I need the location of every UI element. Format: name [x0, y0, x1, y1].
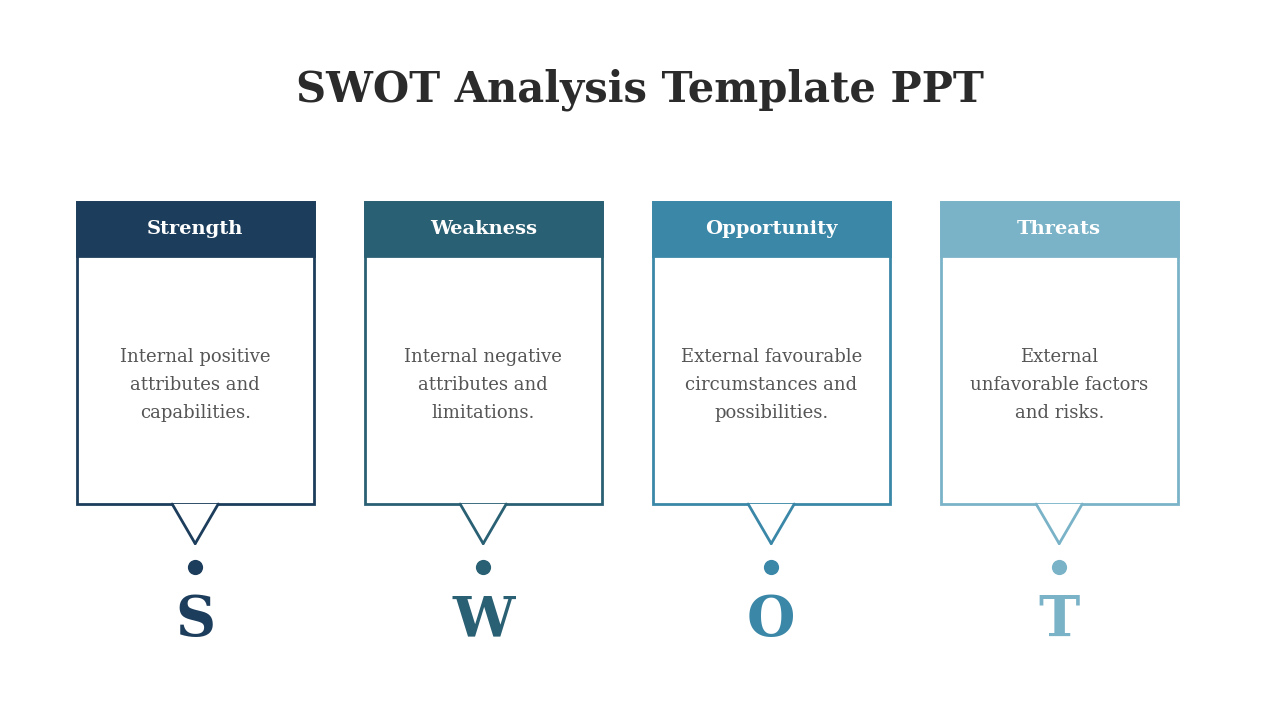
- Polygon shape: [173, 504, 218, 544]
- Point: [760, 561, 781, 572]
- Text: Opportunity: Opportunity: [705, 220, 837, 238]
- FancyBboxPatch shape: [941, 202, 1178, 256]
- Point: [472, 561, 493, 572]
- Text: Internal negative
attributes and
limitations.: Internal negative attributes and limitat…: [404, 348, 562, 422]
- FancyBboxPatch shape: [653, 202, 890, 504]
- Text: Threats: Threats: [1018, 220, 1101, 238]
- Text: External favourable
circumstances and
possibilities.: External favourable circumstances and po…: [681, 348, 861, 422]
- FancyBboxPatch shape: [365, 202, 602, 504]
- Polygon shape: [1037, 504, 1083, 544]
- Point: [1050, 561, 1070, 572]
- FancyBboxPatch shape: [77, 202, 314, 256]
- Text: S: S: [175, 593, 215, 648]
- FancyBboxPatch shape: [365, 202, 602, 256]
- FancyBboxPatch shape: [941, 202, 1178, 504]
- Polygon shape: [460, 504, 506, 544]
- Text: SWOT Analysis Template PPT: SWOT Analysis Template PPT: [296, 68, 984, 112]
- Text: External
unfavorable factors
and risks.: External unfavorable factors and risks.: [970, 348, 1148, 422]
- Point: [184, 561, 205, 572]
- Text: Internal positive
attributes and
capabilities.: Internal positive attributes and capabil…: [120, 348, 270, 422]
- FancyBboxPatch shape: [77, 202, 314, 504]
- Text: O: O: [748, 593, 795, 648]
- Polygon shape: [749, 504, 794, 544]
- Text: Strength: Strength: [147, 220, 243, 238]
- Text: W: W: [452, 593, 515, 648]
- Text: T: T: [1038, 593, 1080, 648]
- Text: Weakness: Weakness: [430, 220, 536, 238]
- FancyBboxPatch shape: [653, 202, 890, 256]
